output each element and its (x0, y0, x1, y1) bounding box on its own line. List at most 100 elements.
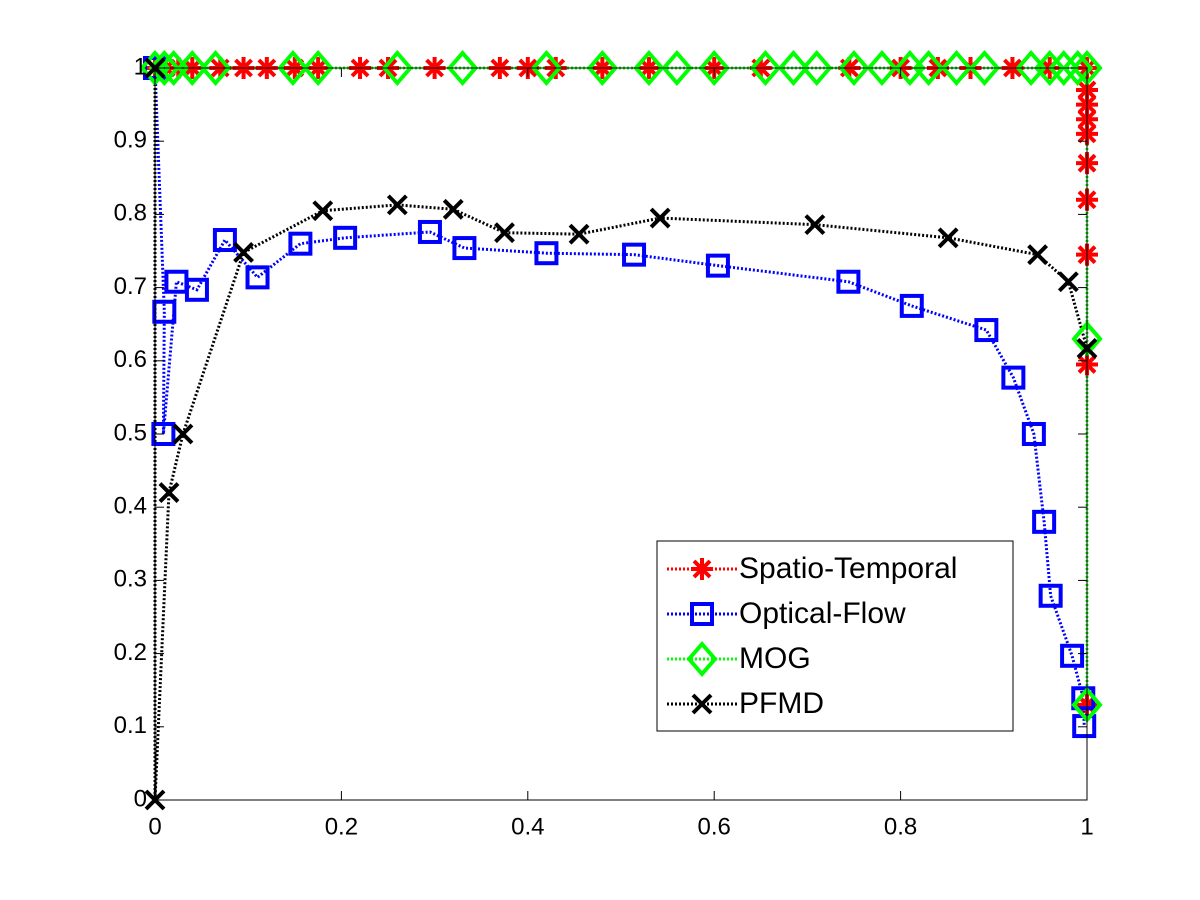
marker (245, 265, 270, 290)
marker (691, 558, 713, 580)
marker-shape (690, 602, 714, 626)
marker-shape (1034, 49, 1066, 87)
x-tick-label: 1 (1080, 813, 1093, 840)
marker-shape (912, 49, 945, 87)
marker (386, 194, 408, 216)
marker-stroke (937, 227, 959, 249)
marker (749, 49, 782, 87)
marker-shape (277, 49, 309, 87)
y-tick-label: 0.7 (114, 273, 147, 300)
legend-box (656, 540, 1014, 732)
marker (233, 242, 254, 263)
marker-shape (199, 49, 232, 87)
marker-shape (866, 49, 898, 87)
marker-stroke (386, 194, 408, 216)
y-tick-label: 0.4 (114, 493, 147, 520)
marker (312, 200, 334, 222)
marker-shape (686, 640, 718, 678)
series-line (153, 68, 1089, 801)
marker-stroke (1027, 244, 1049, 266)
marker (777, 49, 810, 87)
legend-label: Optical-Flow (739, 597, 906, 630)
marker (705, 253, 730, 278)
marker-stroke (312, 200, 334, 222)
marker (381, 49, 413, 87)
x-tick-label: 0.6 (698, 813, 731, 840)
marker-shape (417, 219, 442, 244)
marker-shape (968, 49, 1001, 87)
marker-shape (838, 49, 870, 87)
marker-shape (1062, 49, 1094, 87)
marker-shape (452, 236, 477, 261)
marker (333, 225, 358, 250)
marker (288, 231, 313, 256)
marker (158, 482, 180, 503)
marker-shape (245, 265, 270, 290)
marker (1034, 49, 1066, 87)
legend-label: PFMD (739, 687, 824, 720)
marker (836, 269, 861, 294)
marker-stroke (691, 693, 713, 715)
marker-shape (151, 422, 176, 446)
marker (152, 299, 177, 324)
marker (866, 49, 898, 87)
y-tick-label: 0.5 (114, 419, 147, 446)
marker (442, 198, 464, 220)
marker (801, 49, 833, 87)
marker-stroke (568, 223, 590, 245)
marker (691, 693, 713, 715)
marker-shape (836, 269, 861, 294)
marker-shape (749, 49, 782, 87)
y-tick-label: 0.9 (114, 127, 147, 154)
y-tick-label: 0.8 (114, 200, 147, 227)
marker (974, 318, 999, 343)
marker-shape (1038, 583, 1063, 608)
marker (586, 49, 619, 87)
marker-shape (586, 49, 619, 87)
marker (568, 223, 590, 245)
marker (172, 423, 194, 445)
marker (494, 222, 515, 244)
marker-shape (381, 49, 413, 87)
marker-stroke (172, 423, 194, 445)
marker (1062, 49, 1094, 87)
marker-shape (176, 49, 208, 87)
y-tick-label: 0.2 (114, 639, 147, 666)
marker-stroke (649, 207, 671, 229)
marker-shape (899, 293, 924, 318)
marker-stroke (804, 214, 826, 236)
marker-stroke (692, 559, 712, 579)
marker (1048, 49, 1080, 87)
legend-label: Spatio-Temporal (739, 552, 957, 585)
marker (148, 49, 180, 87)
legend: Spatio-Temporal Optical-Flow MOG PFMD (656, 540, 1014, 732)
marker (633, 49, 665, 87)
marker-stroke (233, 242, 254, 263)
marker (912, 49, 945, 87)
marker (417, 219, 442, 244)
marker (176, 49, 208, 87)
marker-shape (530, 49, 563, 87)
marker-shape (148, 49, 180, 87)
legend-label: MOG (739, 642, 811, 675)
x-tick-label: 0.2 (325, 813, 358, 840)
marker (530, 49, 563, 87)
marker (968, 49, 1001, 87)
marker (686, 640, 718, 678)
marker-stroke (442, 198, 464, 220)
marker-shape (705, 253, 730, 278)
marker (199, 49, 232, 87)
marker-shape (1060, 643, 1085, 668)
marker (302, 49, 334, 87)
marker-shape (974, 318, 999, 343)
marker-shape (1021, 422, 1046, 446)
marker-shape (534, 241, 559, 266)
marker (1027, 244, 1049, 266)
marker-stroke (158, 482, 180, 503)
marker (838, 49, 870, 87)
marker (940, 49, 973, 87)
y-tick-label: 0.1 (114, 712, 147, 739)
marker-shape (777, 49, 810, 87)
marker-stroke (494, 222, 515, 244)
